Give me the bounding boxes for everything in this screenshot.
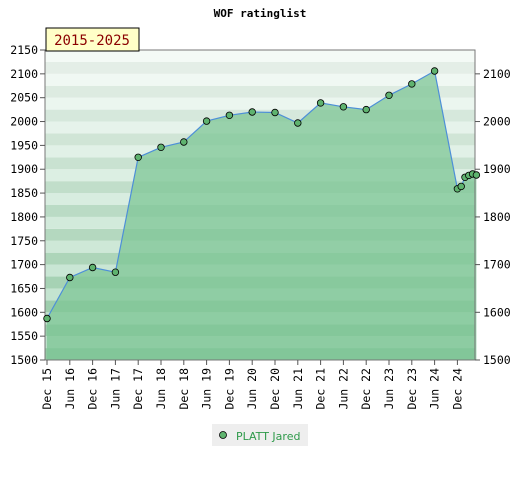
data-point xyxy=(408,80,416,88)
data-point xyxy=(134,153,142,161)
right-y-tick-label: 2100 xyxy=(483,67,511,81)
y-tick-label: 1800 xyxy=(10,210,38,224)
y-tick-label: 1950 xyxy=(10,138,38,152)
chart-title: WOF ratinglist xyxy=(214,7,307,20)
x-tick-label: Dec 16 xyxy=(86,368,100,410)
x-tick-label: Jun 18 xyxy=(154,368,168,410)
x-tick-label: Dec 15 xyxy=(40,368,54,410)
right-y-tick-label: 1700 xyxy=(483,258,511,272)
legend: PLATT Jared xyxy=(212,424,308,446)
data-point xyxy=(88,263,97,272)
legend-marker xyxy=(219,431,227,439)
data-point xyxy=(225,111,234,119)
data-point xyxy=(385,91,393,99)
x-tick-label: Dec 19 xyxy=(222,368,236,410)
data-point xyxy=(180,138,188,146)
data-point xyxy=(339,103,348,111)
right-y-tick-label: 2000 xyxy=(483,115,511,129)
data-point xyxy=(66,273,74,282)
data-point xyxy=(362,105,370,114)
x-tick-label: Jun 23 xyxy=(382,368,396,410)
data-point xyxy=(202,117,211,125)
right-y-tick-label: 1900 xyxy=(483,162,511,176)
data-point xyxy=(248,108,256,116)
data-point xyxy=(316,99,325,107)
x-tick-label: Jun 19 xyxy=(200,368,214,410)
period-label-box xyxy=(45,27,140,52)
x-tick-label: Jun 24 xyxy=(428,368,442,410)
background-band xyxy=(45,50,475,62)
y-axis-left: 1500 1550 1600 1650 1700 1750 1800 1850 1900 1950… xyxy=(10,43,45,367)
x-tick-label: Jun 20 xyxy=(245,368,259,410)
y-tick-label: 1650 xyxy=(10,281,38,295)
right-y-tick-label: 1500 xyxy=(483,353,511,367)
legend-box xyxy=(212,424,308,446)
x-tick-label: Dec 21 xyxy=(314,368,328,410)
data-point xyxy=(472,171,481,179)
x-tick-label: Dec 24 xyxy=(450,368,464,410)
x-tick-label: Jun 17 xyxy=(108,368,122,410)
x-tick-label: Dec 20 xyxy=(268,368,282,410)
x-tick-label: Dec 18 xyxy=(177,368,191,410)
x-tick-label: Dec 17 xyxy=(131,368,145,410)
data-point xyxy=(157,143,165,151)
y-tick-label: 2050 xyxy=(10,91,38,105)
y-tick-label: 1750 xyxy=(10,234,38,248)
data-point xyxy=(43,314,51,323)
period-label-text: 2015-2025 xyxy=(54,33,130,49)
area-fill xyxy=(47,71,477,360)
y-tick-label: 2000 xyxy=(10,115,38,129)
x-tick-label: Jun 22 xyxy=(336,368,350,410)
plot-frame xyxy=(44,49,476,361)
y-tick-label: 2150 xyxy=(10,43,38,57)
background-band xyxy=(45,85,475,98)
legend-label: PLATT Jared xyxy=(236,430,300,443)
background-band xyxy=(45,73,475,86)
data-points xyxy=(43,67,481,323)
background-band xyxy=(45,97,475,110)
y-tick-label: 1700 xyxy=(10,258,38,272)
right-y-tick-label: 1600 xyxy=(483,305,511,319)
x-tick-label: Jun 16 xyxy=(63,368,77,410)
background-band xyxy=(45,61,475,74)
x-axis: Dec 15 Jun 16 Dec 16 Jun 17 Dec 17 Jun 18 Dec … xyxy=(40,360,464,410)
x-tick-label: Dec 23 xyxy=(405,368,419,410)
data-point xyxy=(457,182,465,191)
y-axis-right: 1500 1600 1700 1800 1900 2000 2100 xyxy=(475,67,511,367)
data-point xyxy=(430,67,439,75)
x-tick-label: Jun 21 xyxy=(291,368,305,410)
y-tick-label: 1500 xyxy=(10,353,38,367)
y-tick-label: 1600 xyxy=(10,305,38,319)
data-point xyxy=(111,268,120,276)
y-tick-label: 2100 xyxy=(10,67,38,81)
right-y-tick-label: 1800 xyxy=(483,210,511,224)
y-tick-label: 1900 xyxy=(10,162,38,176)
x-tick-label: Dec 22 xyxy=(359,368,373,410)
period-label: 2015-2025 xyxy=(45,27,140,52)
data-point xyxy=(294,119,302,127)
data-point xyxy=(271,108,279,117)
y-tick-label: 1550 xyxy=(10,329,38,343)
y-tick-label: 1850 xyxy=(10,186,38,200)
